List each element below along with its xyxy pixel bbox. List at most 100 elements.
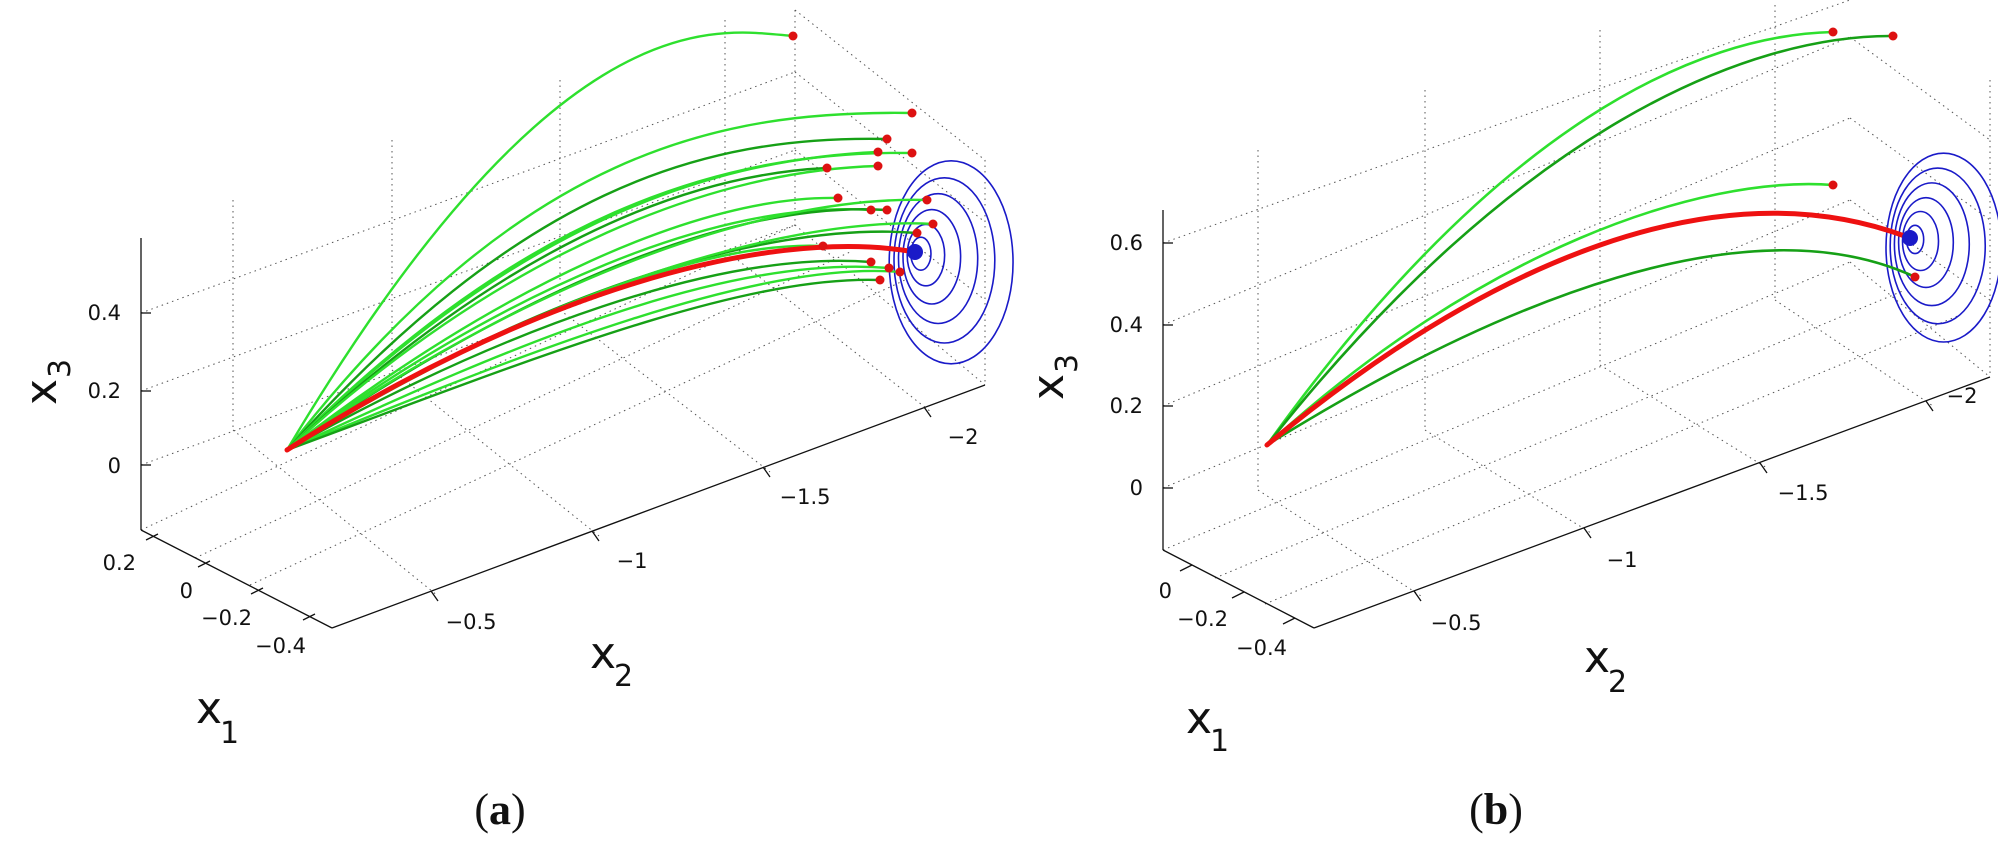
trajectories — [1265, 30, 1917, 447]
spiral-ring — [888, 160, 1014, 365]
x2-tick-mark — [1413, 590, 1422, 602]
trajectory-line — [1265, 30, 1835, 447]
x2-label-subscript: 2 — [1608, 665, 1627, 700]
x1-label-subscript: 1 — [220, 716, 239, 751]
endpoints — [1828, 27, 1920, 282]
x3-tick-label: 0.6 — [1110, 231, 1143, 255]
spiral-center-marker — [1902, 230, 1918, 246]
trajectory-line — [285, 259, 873, 452]
x2-tick-label: −1.5 — [1778, 481, 1829, 505]
endpoint-marker — [866, 205, 876, 215]
trajectory-line — [285, 31, 795, 452]
caption-b: (b) — [1469, 785, 1523, 834]
grid-lines — [1162, 0, 1991, 605]
trajectory-line — [1265, 34, 1895, 447]
spiral-ring — [1889, 167, 1987, 325]
trajectory-line — [1265, 249, 1917, 447]
spiral — [888, 160, 1014, 365]
endpoint-marker — [884, 263, 894, 273]
trajectory-line — [285, 166, 829, 452]
grid-line — [1162, 0, 1851, 244]
endpoint-marker — [833, 193, 843, 203]
trajectory-line — [285, 150, 880, 452]
x2-axis-label: x 2 — [590, 628, 633, 694]
grid-line — [140, 224, 796, 466]
endpoint-marker — [1828, 180, 1838, 190]
x2-tick-label: −0.5 — [1431, 611, 1482, 635]
x1-tick-mark — [302, 613, 316, 621]
grid-line — [194, 251, 851, 559]
endpoint-marker — [882, 134, 892, 144]
endpoint-marker — [928, 219, 938, 229]
endpoint-marker — [922, 195, 932, 205]
x1-tick-mark — [250, 587, 264, 595]
endpoint-marker — [873, 161, 883, 171]
grid-line — [1774, 299, 1934, 407]
grid-line — [1257, 489, 1422, 597]
panel-b: 0 0.2 0.4 0.6 0 −0.2 −0.4 −0.5 −1 −1.5 −… — [1023, 0, 1998, 834]
grid-line — [140, 149, 796, 392]
x1-tick-label: −0.4 — [1236, 636, 1287, 660]
grid-line — [1162, 261, 1851, 551]
grid-lines — [140, 9, 986, 597]
x1-tick-label: −0.2 — [1177, 607, 1228, 631]
tick-labels: 0 0.2 0.4 0.2 0 −0.2 −0.4 −0.5 −1 −1.5 −… — [88, 301, 979, 658]
caption-open: ( — [474, 785, 489, 834]
x3-label-main: x — [16, 379, 67, 405]
x1-tick-mark — [1179, 564, 1193, 572]
spiral-ring — [1885, 152, 1998, 343]
caption-letter: b — [1484, 785, 1508, 834]
endpoint-marker — [818, 241, 828, 251]
grid-line — [1424, 429, 1592, 534]
tick-marks — [1163, 242, 1934, 625]
x2-tick-mark — [1925, 400, 1934, 412]
grid-line — [794, 149, 986, 301]
x2-label-main: x — [1584, 632, 1610, 683]
grid-line — [1214, 289, 1906, 579]
x1-tick-mark — [1282, 617, 1296, 625]
endpoint-marker — [873, 147, 883, 157]
x2-tick-mark — [591, 530, 600, 542]
x3-tick-label: 0 — [108, 454, 121, 478]
x1-tick-mark — [145, 533, 159, 541]
x1-label-main: x — [196, 683, 222, 734]
x1-axis-line — [140, 529, 333, 629]
endpoints — [788, 31, 938, 285]
x1-tick-label: 0 — [180, 579, 193, 603]
tick-labels: 0 0.2 0.4 0.6 0 −0.2 −0.4 −0.5 −1 −1.5 −… — [1110, 231, 1978, 660]
trajectory-line — [285, 198, 929, 452]
spiral — [1885, 152, 1998, 343]
x1-label-main: x — [1186, 693, 1212, 744]
x2-label-main: x — [590, 628, 616, 679]
trajectory-line — [285, 196, 840, 452]
x3-tick-label: 0 — [1130, 476, 1143, 500]
endpoint-marker — [1828, 27, 1838, 37]
x2-tick-mark — [1759, 462, 1768, 474]
endpoint-marker — [788, 31, 798, 41]
x1-tick-label: −0.4 — [255, 634, 306, 658]
grid-line — [1162, 36, 1851, 326]
x2-tick-mark — [923, 406, 932, 418]
x3-tick-label: 0.4 — [88, 301, 121, 325]
x2-axis-line — [331, 384, 986, 629]
grid-line — [794, 71, 986, 223]
optimal-trajectory — [1264, 210, 1913, 448]
x1-axis-line — [1162, 549, 1315, 629]
endpoint-marker — [912, 228, 922, 238]
trajectory-line — [285, 269, 902, 452]
trajectory-line — [284, 244, 918, 453]
caption-open: ( — [1469, 785, 1484, 834]
x3-tick-label: 0.4 — [1110, 313, 1143, 337]
x3-axis-label: x 3 — [1023, 354, 1085, 400]
spiral-ring — [893, 176, 996, 344]
x1-axis-label: x 1 — [1186, 693, 1229, 759]
x2-tick-mark — [762, 466, 771, 478]
x2-tick-label: −1 — [1607, 548, 1638, 572]
trajectory-line — [285, 164, 880, 452]
x2-tick-mark — [1583, 527, 1592, 539]
tick-marks — [141, 312, 932, 621]
trajectory-line — [285, 265, 891, 452]
trajectory-line — [285, 111, 914, 452]
trajectory-line — [285, 137, 889, 452]
